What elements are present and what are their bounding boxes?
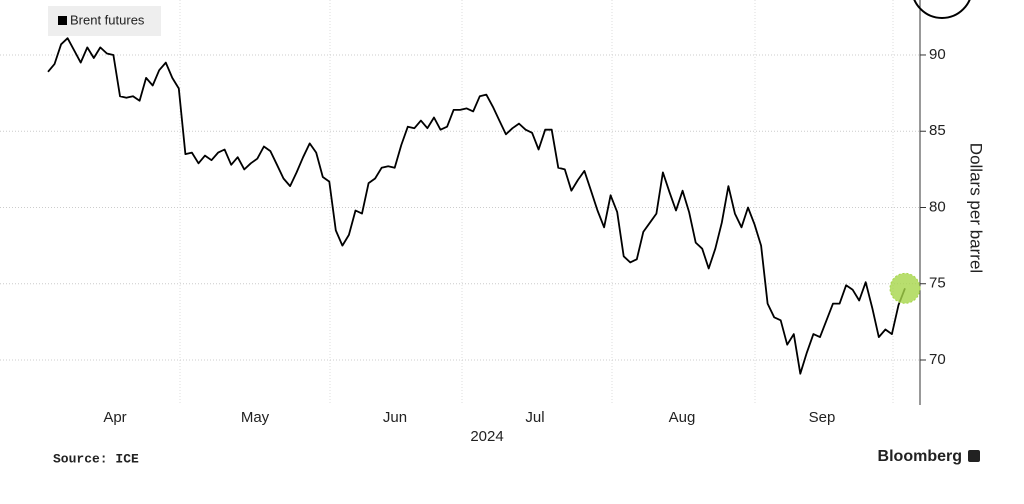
- y-tick-label: 75: [929, 275, 946, 292]
- legend-label: Brent futures: [70, 12, 145, 27]
- x-tick-label: Apr: [103, 409, 126, 426]
- brand: Bloomberg: [878, 448, 962, 465]
- y-tick-label: 70: [929, 351, 946, 368]
- x-tick-label: May: [241, 409, 270, 426]
- year-label: 2024: [470, 428, 503, 445]
- x-tick-label: Jun: [383, 409, 407, 426]
- price-line: [47, 37, 906, 375]
- y-tick-label: 90: [929, 46, 946, 63]
- brand-icon: [968, 450, 980, 462]
- y-axis-label: Dollars per barrel: [967, 143, 986, 273]
- x-tick-label: Sep: [809, 409, 836, 426]
- month-dividers: [179, 0, 894, 405]
- x-tick-label: Jul: [525, 409, 544, 426]
- y-tick-label: 85: [929, 122, 946, 139]
- source: Source: ICE: [53, 451, 139, 466]
- y-tick-label: 80: [929, 198, 946, 215]
- corner-badge: [913, 0, 971, 19]
- last-point-highlight: [889, 272, 921, 304]
- x-tick-label: Aug: [669, 409, 696, 426]
- legend-swatch: [58, 16, 67, 25]
